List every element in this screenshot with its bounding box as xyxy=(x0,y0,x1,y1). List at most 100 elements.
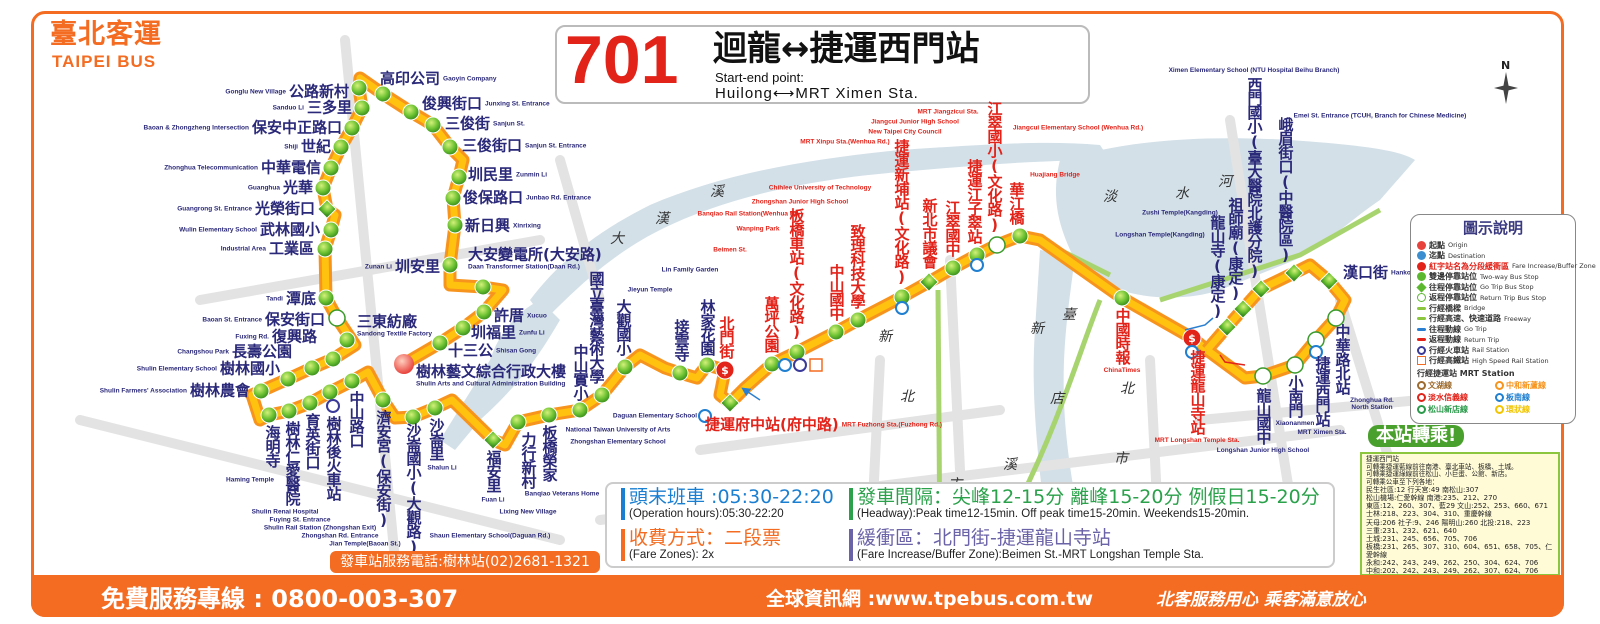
stop-name: 十三公 xyxy=(448,341,494,360)
stop-label: Guanghua 光華 xyxy=(248,180,313,196)
stop-go-diamond[interactable] xyxy=(1217,317,1237,337)
stop-two-way[interactable] xyxy=(441,256,459,274)
stop-two-way[interactable] xyxy=(441,138,459,156)
stop-label: 捷運西門站 MRT Ximen Sta. xyxy=(1297,356,1346,436)
stop-two-way[interactable] xyxy=(1113,289,1131,307)
stop-two-way[interactable] xyxy=(374,391,392,409)
rail-icon xyxy=(1417,345,1426,355)
stop-two-way[interactable] xyxy=(540,406,558,424)
stop-two-way[interactable] xyxy=(827,323,845,341)
stop-two-way[interactable] xyxy=(509,413,527,431)
legend-label: 行經火車站 xyxy=(1429,345,1469,355)
stop-two-way[interactable] xyxy=(450,168,468,186)
stop-two-way[interactable] xyxy=(321,383,339,401)
stop-label: 中華路北站 xyxy=(1333,324,1352,394)
stop-two-way[interactable] xyxy=(317,289,335,307)
stop-two-way[interactable] xyxy=(426,399,444,417)
stop-name: 沙崙國小(大觀路) xyxy=(404,423,423,555)
stop-return-ring[interactable] xyxy=(988,236,1006,254)
transfer-line: 可轉乘捷運綠線前往松山、小巨蛋、公館、新店。 xyxy=(1366,470,1512,479)
stop-go-diamond[interactable] xyxy=(483,430,503,450)
stop-two-way[interactable] xyxy=(316,240,334,258)
stop-name-en: New Taipei City Council xyxy=(868,128,942,136)
stop-two-way[interactable] xyxy=(571,401,589,419)
stop-go-diamond[interactable] xyxy=(1233,299,1253,319)
stop-two-way[interactable] xyxy=(322,221,340,239)
stop-two-way[interactable] xyxy=(314,179,332,197)
stop-return-ring[interactable] xyxy=(1286,356,1304,374)
stop-name: 長壽公園 xyxy=(231,342,292,361)
stop-two-way[interactable] xyxy=(279,370,297,388)
headway-en: (Headway):Peak time12-15min. Off peak ti… xyxy=(857,507,1250,520)
legend-title: 圖示說明 xyxy=(1462,219,1523,237)
legend-label-en: Go Trip xyxy=(1464,325,1487,334)
stop-label: 沙崙里 xyxy=(428,418,446,460)
stop-two-way[interactable] xyxy=(260,406,278,424)
stop-two-way[interactable] xyxy=(343,372,361,390)
stop-two-way[interactable] xyxy=(404,408,422,426)
stop-name: 致理科技大學 xyxy=(848,224,867,308)
stop-two-way[interactable] xyxy=(350,79,368,97)
stop-label: 三俊街 Sanjun St. xyxy=(445,116,525,132)
stop-two-way[interactable] xyxy=(671,364,689,382)
stop-name: 許厝 xyxy=(494,306,525,325)
stop-label: 圳民里 Zunmin Li xyxy=(468,167,547,183)
stop-return-ring[interactable] xyxy=(328,309,346,327)
stop-two-way[interactable] xyxy=(474,278,492,296)
stop-return-ring[interactable] xyxy=(1254,367,1272,385)
stop-two-way[interactable] xyxy=(788,343,806,361)
stop-two-way[interactable] xyxy=(1011,227,1029,245)
stop-buffer-dollar[interactable] xyxy=(715,360,735,380)
stop-two-way[interactable] xyxy=(444,189,462,207)
stop-two-way[interactable] xyxy=(324,350,342,368)
stop-two-way[interactable] xyxy=(343,119,361,137)
stop-go-diamond[interactable] xyxy=(1319,271,1339,291)
website-link[interactable]: 全球資訊網 :www.tpebus.com.tw xyxy=(766,588,1094,610)
stop-two-way[interactable] xyxy=(374,85,392,103)
stop-label: 華江橋 xyxy=(1008,182,1026,224)
stop-two-way[interactable] xyxy=(698,356,716,374)
stop-go-diamond[interactable] xyxy=(720,393,740,413)
stop-two-way[interactable] xyxy=(763,355,781,373)
stop-label: Shulin Elementary School 樹林國小 xyxy=(137,361,280,377)
stop-two-way[interactable] xyxy=(303,359,321,377)
stop-two-way[interactable] xyxy=(353,99,371,117)
legend-label: 行經橋樑 xyxy=(1429,303,1461,313)
stop-two-way[interactable] xyxy=(616,358,634,376)
stop-label: Changshou Park 長壽公園 xyxy=(177,342,292,361)
stop-two-way[interactable] xyxy=(280,402,298,420)
hours-info: 頭末班車 :05:30-22:20 (Operation hours):05:3… xyxy=(621,487,834,520)
stop-two-way[interactable] xyxy=(301,394,319,412)
transfer-line: 中和:202、242、243、249、262、307、624、706 xyxy=(1366,566,1539,575)
stop-two-way[interactable] xyxy=(424,116,442,134)
stop-name-en: Xinrixing xyxy=(513,222,541,230)
stop-two-way[interactable] xyxy=(944,259,962,277)
stop-label: 十三公 Shisan Gong xyxy=(448,341,536,360)
stop-label: 中山實小 xyxy=(572,344,590,400)
stop-name-en: Wulin Elementary School xyxy=(179,226,257,234)
stop-return-ring[interactable] xyxy=(1327,309,1345,327)
stop-two-way[interactable] xyxy=(446,216,464,234)
stop-go-diamond[interactable] xyxy=(1251,279,1271,299)
stop-two-way[interactable] xyxy=(454,319,472,337)
stop-go-diamond[interactable] xyxy=(919,272,939,292)
stop-name: 中華路北站 xyxy=(1333,324,1352,394)
stop-go-diamond[interactable] xyxy=(1284,263,1304,283)
stop-two-way[interactable] xyxy=(338,331,356,349)
stop-two-way[interactable] xyxy=(593,386,611,404)
stop-name: 捷運府中站(府中路) xyxy=(705,415,839,434)
stop-label: Shulin Farmers' Association 樹林農會 xyxy=(100,383,250,399)
transfer-line: 板橋:231、265、307、310、604、651、658、705、仁愛幹線 xyxy=(1366,542,1553,559)
stop-two-way[interactable] xyxy=(475,303,493,321)
stop-two-way[interactable] xyxy=(322,159,340,177)
rail-station-icon xyxy=(326,399,340,413)
stop-origin[interactable] xyxy=(394,354,414,374)
stop-two-way[interactable] xyxy=(849,311,867,329)
stop-two-way[interactable] xyxy=(332,138,350,156)
headway-info: 發車間隔：尖峰12-15分 離峰15-20分 例假日15-20分 (Headwa… xyxy=(849,487,1320,520)
stop-two-way[interactable] xyxy=(402,103,420,121)
stop-two-way[interactable] xyxy=(431,334,449,352)
stop-go-diamond[interactable] xyxy=(317,199,337,219)
stop-two-way[interactable] xyxy=(252,382,270,400)
